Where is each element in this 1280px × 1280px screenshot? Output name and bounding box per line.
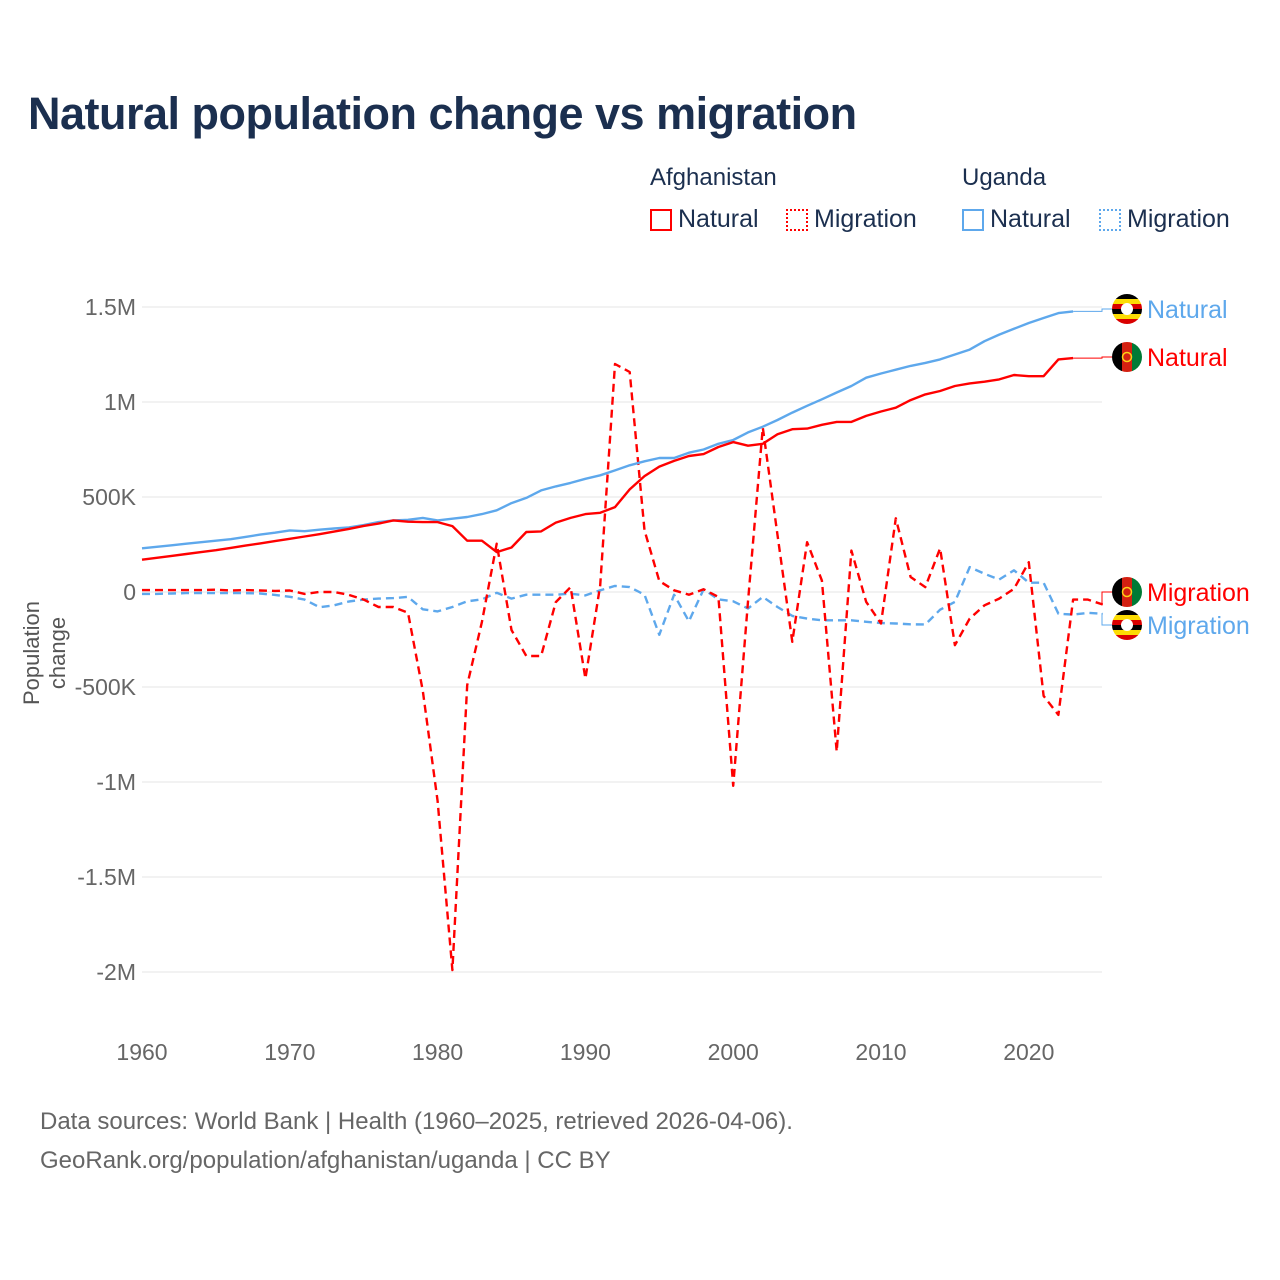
flag-emblem [1121,303,1133,315]
flag-stripe [1112,610,1142,615]
y-tick-label: -2M [96,959,136,985]
legend-label: Natural [990,205,1071,233]
chart-title: Natural population change vs migration [28,88,857,139]
flag-stripe [1112,319,1142,324]
footer-sources: Data sources: World Bank | Health (1960–… [40,1108,793,1135]
x-tick-label: 2000 [708,1039,759,1065]
flag-emblem [1121,619,1133,631]
legend-swatch-dotted-red [786,208,808,231]
uganda-flag-icon [1112,610,1142,640]
flag-emblem [1121,586,1133,598]
y-tick-label: 1.5M [85,294,136,320]
afghanistan-flag-icon [1112,577,1142,607]
y-tick-label: 500K [82,484,136,510]
flag-emblem [1121,351,1133,363]
y-tick-label: -1M [96,769,136,795]
x-tick-label: 1970 [264,1039,315,1065]
legend-group-afghanistan: Afghanistan [650,164,777,191]
x-tick-label: 2020 [1003,1039,1054,1065]
y-tick-label: -1.5M [77,864,136,890]
legend-swatch-dotted-blue [1099,208,1121,231]
legend-swatch-solid-red [650,208,672,231]
flag-stripe [1112,314,1142,319]
y-tick-label: 0 [123,579,136,605]
legend-afghanistan-migration[interactable]: Migration [786,205,917,234]
flag-stripe [1112,294,1142,299]
flag-stripe [1122,342,1132,372]
flag-stripe [1122,577,1132,607]
flag-stripe [1112,577,1122,607]
legend-label: Migration [814,205,917,233]
x-tick-label: 1980 [412,1039,463,1065]
y-tick-label: 1M [104,389,136,415]
label-connector [1073,356,1112,359]
series-line-uganda-migration [142,565,1103,636]
flag-stripe [1132,342,1142,372]
label-connector [1101,591,1112,606]
end-label-uganda-natural: Natural [1147,296,1228,324]
y-tick-label: -500K [75,674,137,700]
legend-label: Migration [1127,205,1230,233]
legend-swatch-solid-blue [962,208,984,231]
flag-stripe [1112,630,1142,635]
series-line-uganda-natural [141,310,1074,550]
x-tick-label: 1990 [560,1039,611,1065]
label-connector [1101,613,1112,626]
flag-stripe [1112,342,1122,372]
end-label-afghanistan-migration: Migration [1147,579,1250,607]
legend-afghanistan-natural[interactable]: Natural [650,205,759,234]
legend-uganda-natural[interactable]: Natural [962,205,1071,234]
flag-stripe [1132,577,1142,607]
series-line-afghanistan-migration [142,362,1104,972]
x-tick-label: 2010 [855,1039,906,1065]
end-label-uganda-migration: Migration [1147,612,1250,640]
end-label-afghanistan-natural: Natural [1147,344,1228,372]
flag-stripe [1112,615,1142,620]
footer-link[interactable]: GeoRank.org/population/afghanistan/ugand… [40,1147,611,1174]
legend-group-uganda: Uganda [962,164,1047,191]
x-tick-label: 1960 [116,1039,167,1065]
series-line-afghanistan-natural [141,356,1074,561]
legend-uganda-migration[interactable]: Migration [1099,205,1230,234]
legend-label: Natural [678,205,759,233]
flag-stripe [1112,299,1142,304]
uganda-flag-icon [1112,294,1142,324]
flag-stripe [1112,635,1142,640]
afghanistan-flag-icon [1112,342,1142,372]
label-connector [1073,308,1112,312]
